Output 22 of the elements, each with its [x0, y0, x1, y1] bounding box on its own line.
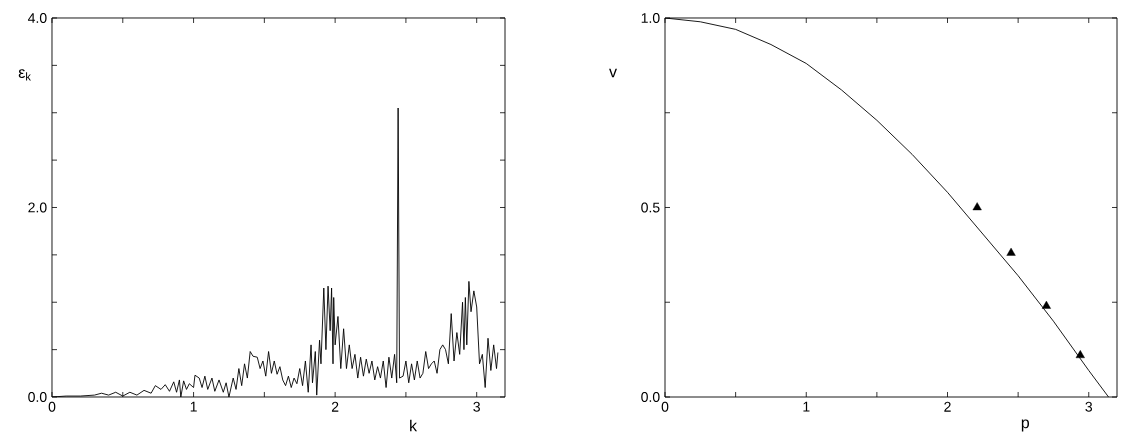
y-tick-label: 0.0 [28, 392, 47, 402]
point [1041, 300, 1051, 309]
x-tick-label: 2 [944, 401, 951, 412]
point [1006, 247, 1016, 256]
y-tick-label: 0.5 [641, 202, 660, 213]
x-tick-label: 1 [190, 401, 197, 412]
point [1075, 350, 1085, 359]
x-tick-label: 0 [48, 401, 56, 412]
x-tick-label: 3 [1085, 401, 1093, 412]
x-axis-title: p [1021, 419, 1030, 432]
y-tick-label: 4.0 [27, 13, 47, 23]
x-tick-label: 2 [331, 401, 339, 412]
x-axis-title: k [410, 419, 418, 432]
y-tick-label: 2.0 [28, 202, 47, 213]
x-tick-label: 3 [473, 401, 480, 412]
y-axis-title: ε$_{k}$ [18, 69, 31, 81]
y-tick-label: 1.0 [641, 13, 660, 23]
y-tick-label: 0.0 [641, 392, 660, 402]
x-tick-label: 0 [661, 401, 669, 412]
y-axis-title: v [609, 68, 617, 78]
x-tick-label: 1 [803, 401, 810, 412]
point [972, 202, 982, 211]
